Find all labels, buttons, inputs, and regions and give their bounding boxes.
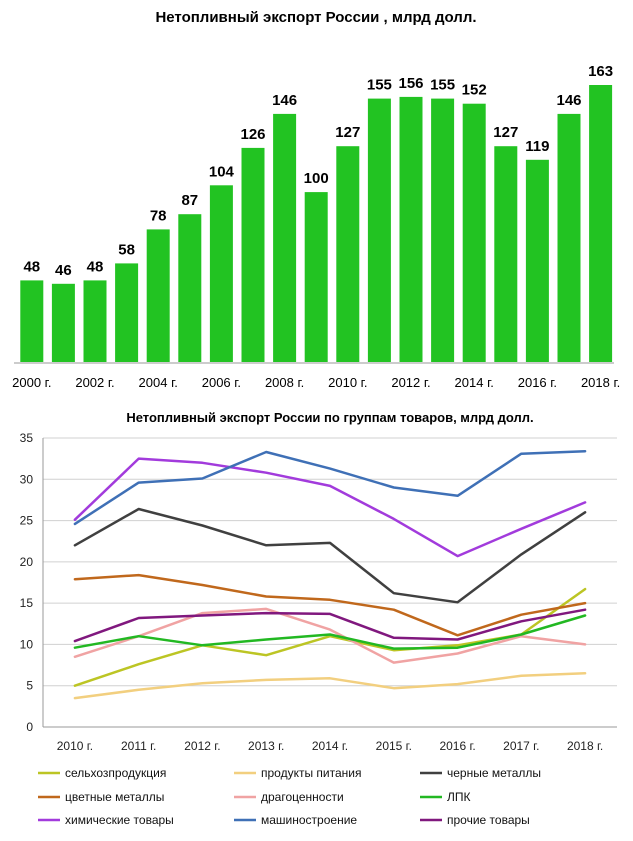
legend-label: машиностроение	[261, 813, 357, 827]
legend-label: ЛПК	[447, 790, 471, 804]
bar-value-label: 119	[525, 138, 549, 155]
bar-x-tick-label: 2002 г.	[75, 375, 114, 390]
bar-value-label: 152	[462, 82, 487, 99]
bar-x-tick-label: 2016 г.	[518, 375, 557, 390]
bar-value-label: 127	[493, 124, 518, 141]
line-chart: Нетопливный экспорт России по группам то…	[20, 410, 617, 827]
x-tick-label: 2012 г.	[184, 739, 220, 753]
bar-value-label: 127	[335, 124, 360, 141]
bar-value-label: 156	[398, 75, 423, 92]
bar	[304, 192, 328, 362]
bar-value-label: 87	[181, 192, 198, 209]
bar	[51, 283, 75, 362]
bar-value-label: 58	[118, 241, 135, 258]
bar	[462, 103, 486, 362]
bar	[241, 147, 265, 362]
series-line	[73, 457, 587, 558]
series-line	[73, 507, 587, 604]
bar	[589, 85, 613, 362]
y-tick-label: 15	[20, 596, 34, 610]
series-line	[73, 449, 587, 526]
legend-label: черные металлы	[447, 766, 541, 780]
bar-chart: Нетопливный экспорт России , млрд долл. …	[12, 9, 620, 390]
bar	[399, 96, 423, 363]
bar-x-tick-label: 2018 г.	[581, 375, 620, 390]
bar-value-label: 155	[367, 77, 392, 94]
bar-x-tick-label: 2004 г.	[139, 375, 178, 390]
bar-value-label: 48	[23, 258, 40, 275]
series-line	[73, 573, 587, 637]
line-series	[73, 449, 587, 700]
y-tick-label: 0	[26, 720, 33, 734]
legend-label: сельхозпродукция	[65, 766, 166, 780]
x-tick-label: 2015 г.	[376, 739, 412, 753]
series-line	[73, 608, 587, 643]
y-tick-label: 25	[20, 514, 34, 528]
bar	[557, 113, 581, 363]
bar-value-label: 155	[430, 77, 455, 94]
bar-value-label: 163	[588, 63, 613, 80]
bar-x-tick-label: 2012 г.	[391, 375, 430, 390]
x-tick-label: 2013 г.	[248, 739, 284, 753]
bar	[20, 280, 44, 362]
bar-x-ticks: 2000 г. 2002 г. 2004 г. 2006 г. 2008 г. 2010 …	[12, 375, 620, 390]
legend-label: прочие товары	[447, 813, 530, 827]
bar-value-label: 126	[240, 126, 265, 143]
line-legend: сельхозпродукция продукты питания черные м…	[38, 766, 541, 827]
bar	[525, 159, 549, 362]
bar-value-label: 146	[272, 92, 297, 109]
bar	[146, 229, 170, 362]
bar-x-tick-label: 2010 г.	[328, 375, 367, 390]
line-y-ticks: 0 5 10 15 20 25 30 35	[20, 431, 34, 734]
bar-series: 48 46 48 58 78 87 104 126 146 100 127 155 156 155 152 1…	[20, 63, 613, 363]
y-tick-label: 35	[20, 431, 34, 445]
y-tick-label: 10	[20, 637, 34, 651]
line-chart-title: Нетопливный экспорт России по группам то…	[126, 410, 533, 425]
bar	[494, 146, 518, 362]
bar-chart-title: Нетопливный экспорт России , млрд долл.	[155, 9, 476, 26]
line-grid	[42, 437, 617, 728]
series-line	[73, 614, 587, 650]
bar-value-label: 48	[87, 258, 104, 275]
legend-label: драгоценности	[261, 790, 344, 804]
legend-label: цветные металлы	[65, 790, 164, 804]
bar-value-label: 46	[55, 262, 72, 279]
x-tick-label: 2011 г.	[121, 739, 156, 753]
bar-value-label: 78	[150, 207, 167, 224]
bar-x-tick-label: 2008 г.	[265, 375, 304, 390]
bar-value-label: 146	[556, 92, 581, 109]
bar-value-label: 104	[209, 163, 235, 180]
bar	[367, 98, 391, 362]
bar	[209, 185, 233, 362]
bar	[431, 98, 455, 362]
x-tick-label: 2017 г.	[503, 739, 539, 753]
legend-label: продукты питания	[261, 766, 362, 780]
x-tick-label: 2014 г.	[312, 739, 348, 753]
bar	[178, 214, 202, 362]
y-tick-label: 5	[26, 679, 33, 693]
legend-label: химические товары	[65, 813, 174, 827]
x-tick-label: 2018 г.	[567, 739, 603, 753]
bar	[83, 280, 107, 362]
bar	[115, 263, 139, 362]
bar-x-tick-label: 2006 г.	[202, 375, 241, 390]
series-line	[73, 672, 587, 700]
y-tick-label: 20	[20, 555, 34, 569]
bar	[273, 113, 297, 363]
y-tick-label: 30	[20, 472, 34, 486]
series-line	[73, 607, 587, 664]
line-x-ticks: 2010 г. 2011 г. 2012 г. 2013 г. 2014 г. 2015 …	[57, 739, 603, 753]
bar	[336, 146, 360, 362]
bar-value-label: 100	[304, 170, 329, 187]
x-tick-label: 2016 г.	[439, 739, 475, 753]
bar-x-tick-label: 2000 г.	[12, 375, 51, 390]
x-tick-label: 2010 г.	[57, 739, 93, 753]
bar-x-tick-label: 2014 г.	[455, 375, 494, 390]
